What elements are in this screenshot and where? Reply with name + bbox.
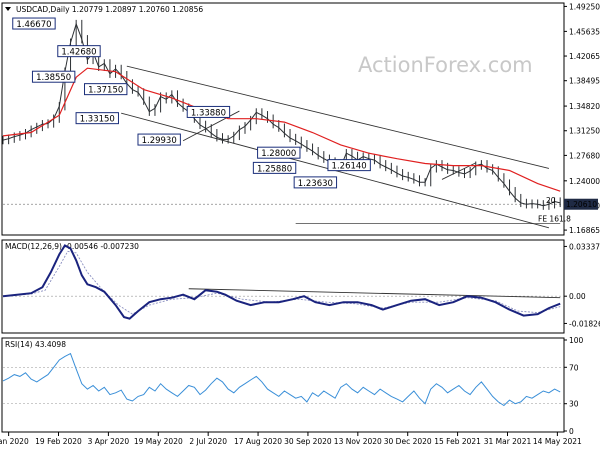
symbol-header: USDCAD,Daily 1.20779 1.20897 1.20760 1.2… — [16, 5, 203, 14]
swing-level-box — [31, 70, 76, 83]
swing-level-label: 1.23630 — [298, 179, 333, 189]
current-price-label: 1.20610 — [566, 200, 597, 209]
x-tick-label: 30 Dec 2020 — [384, 437, 432, 446]
rsi-header: RSI(14) 43.4098 — [5, 340, 66, 349]
moving-average-line — [2, 67, 561, 192]
swing-level-label: 1.26140 — [332, 162, 367, 172]
x-tick-label: 30 Sep 2020 — [284, 437, 332, 446]
swing-level-box — [57, 45, 101, 58]
rsi-panel: 100 70 30 0 — [2, 336, 584, 436]
macd-panel: 0.03337 0.00 -0.018262 — [2, 242, 600, 328]
macd-trend-line — [188, 288, 561, 299]
swing-level-label: 1.28000 — [261, 149, 296, 159]
main-y-tick-label: 1.38495 — [569, 77, 600, 86]
swing-level-label: 1.25880 — [257, 164, 292, 174]
swing-level-label: 1.29930 — [142, 136, 177, 146]
main-y-tick-label: 1.16865 — [569, 226, 600, 235]
swing-level-box — [137, 133, 181, 146]
x-tick-label: 13 Nov 2020 — [334, 437, 382, 446]
x-tick-label: 31 Mar 2021 — [484, 437, 532, 446]
price-side-tag: 20 — [546, 196, 556, 205]
main-y-tick-label: 1.34820 — [569, 102, 600, 111]
rsi-panel-border — [1, 337, 565, 433]
macd-y-tick-label: 0.00 — [569, 292, 586, 301]
x-tick-label: 3 Apr 2020 — [88, 437, 130, 446]
rsi-y-tick-label: 30 — [569, 400, 579, 409]
swing-level-box — [186, 105, 231, 118]
swing-level-label: 1.33880 — [191, 108, 226, 118]
swing-level-box — [75, 112, 119, 125]
collapse-triangle-icon[interactable] — [5, 7, 11, 11]
swing-level-box — [293, 176, 338, 189]
swing-level-label: 1.33150 — [80, 115, 115, 125]
watermark: ActionForex.com — [358, 53, 533, 77]
x-tick-label: 14 May 2021 — [533, 437, 582, 446]
swing-level-label: 1.42680 — [61, 48, 96, 58]
trend-line — [126, 65, 550, 169]
current-price-tag — [564, 198, 598, 210]
main-y-tick-label: 1.45635 — [569, 27, 600, 36]
main-y-tick-label: 1.31250 — [569, 127, 600, 136]
x-tick-label: 2 Jul 2020 — [189, 437, 227, 446]
main-y-tick-label: 1.24000 — [569, 177, 600, 186]
macd-panel-border — [1, 239, 565, 334]
x-tick-label: 19 May 2020 — [134, 437, 183, 446]
swing-level-box — [84, 83, 128, 96]
x-tick-label: 19 Feb 2020 — [35, 437, 82, 446]
macd-y-tick-label: -0.018262 — [569, 319, 600, 328]
main-y-tick-label: 1.49250 — [569, 2, 600, 11]
x-tick-label: 17 Aug 2020 — [234, 437, 282, 446]
fe-161-label: FE 161.8 — [538, 215, 571, 224]
main-y-tick-label: 1.27680 — [569, 151, 600, 160]
rsi-y-tick-label: 0 — [569, 427, 574, 436]
macd-line — [2, 244, 561, 320]
swing-level-box — [327, 159, 371, 172]
macd-y-tick-label: 0.03337 — [569, 242, 600, 251]
macd-header: MACD(12,26,9) -0.00546 -0.007230 — [5, 242, 139, 251]
rsi-y-tick-label: 70 — [569, 363, 579, 372]
rsi-line — [2, 352, 561, 407]
main-y-tick-label: 1.42065 — [569, 52, 600, 61]
swing-level-label: 1.38550 — [36, 73, 71, 83]
x-tick-label: 15 Feb 2021 — [434, 437, 481, 446]
main-price-panel: 1.49250 1.45635 1.42065 1.38495 1.34820 1.312… — [2, 2, 600, 235]
x-tick-label: 6 Jan 2020 — [0, 437, 29, 446]
swing-level-label: 1.46670 — [16, 20, 51, 30]
rsi-y-tick-label: 100 — [569, 336, 584, 345]
price-close-line — [2, 22, 561, 207]
main-panel-border — [1, 2, 565, 236]
x-axis: 6 Jan 2020 19 Feb 2020 3 Apr 2020 19 May 20… — [0, 432, 582, 446]
swing-level-label: 1.37150 — [88, 86, 123, 96]
swing-level-box — [12, 17, 56, 30]
swing-level-box — [252, 161, 297, 174]
swing-level-box — [257, 146, 301, 159]
